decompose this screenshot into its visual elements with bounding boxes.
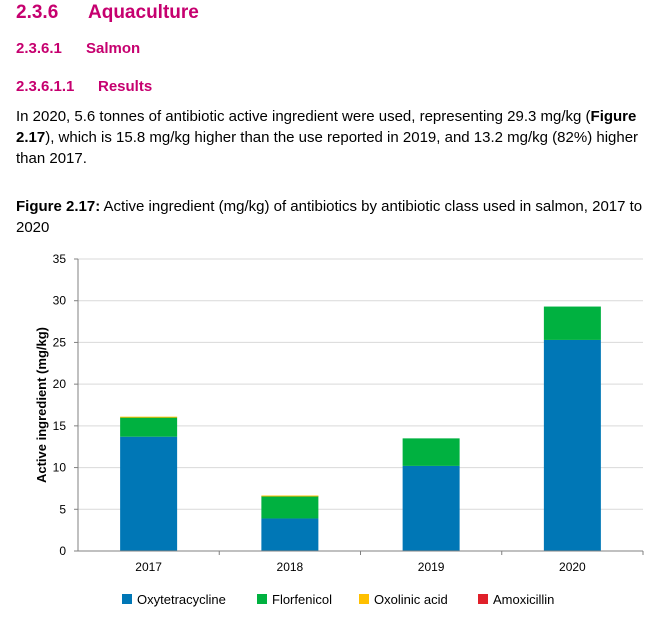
bar-florfenicol xyxy=(402,438,460,466)
x-tick-label: 2019 xyxy=(418,560,445,574)
y-tick-label: 20 xyxy=(53,377,67,391)
y-tick-label: 10 xyxy=(53,461,67,475)
bar-oxytetracycline xyxy=(120,436,178,551)
bar-oxytetracycline xyxy=(261,518,319,551)
bar-oxolinic-acid xyxy=(261,495,319,497)
y-tick-label: 5 xyxy=(59,502,66,516)
figure-reference: Figure 2.17 xyxy=(16,108,637,146)
bar-oxytetracycline xyxy=(402,465,460,551)
legend-label: Oxytetracycline xyxy=(137,592,226,607)
legend-swatch xyxy=(122,594,132,604)
legend-label: Florfenicol xyxy=(272,592,332,607)
heading-results: 2.3.6.1.1 Results xyxy=(16,78,153,95)
results-paragraph: In 2020, 5.6 tonnes of antibiotic active… xyxy=(16,108,639,167)
y-axis-label: Active ingredient (mg/kg) xyxy=(34,327,49,483)
bar-florfenicol xyxy=(261,495,319,519)
legend-swatch xyxy=(257,594,267,604)
y-tick-label: 0 xyxy=(59,544,66,558)
bar-florfenicol xyxy=(543,306,601,340)
x-tick-label: 2020 xyxy=(559,560,586,574)
y-tick-label: 15 xyxy=(53,419,67,433)
legend-swatch xyxy=(359,594,369,604)
legend-label: Oxolinic acid xyxy=(374,592,448,607)
y-tick-label: 30 xyxy=(53,294,67,308)
bar-oxolinic-acid xyxy=(120,416,178,418)
y-tick-label: 25 xyxy=(53,335,67,349)
x-tick-label: 2017 xyxy=(135,560,162,574)
bar-florfenicol xyxy=(120,417,178,437)
heading-salmon: 2.3.6.1 Salmon xyxy=(16,40,141,57)
heading-aquaculture: 2.3.6 Aquaculture xyxy=(16,2,199,23)
legend-label: Amoxicillin xyxy=(493,592,554,607)
figure-caption: Figure 2.17: Active ingredient (mg/kg) o… xyxy=(16,198,643,236)
legend-swatch xyxy=(478,594,488,604)
x-tick-label: 2018 xyxy=(277,560,304,574)
bar-oxytetracycline xyxy=(543,339,601,551)
y-tick-label: 35 xyxy=(53,252,67,266)
